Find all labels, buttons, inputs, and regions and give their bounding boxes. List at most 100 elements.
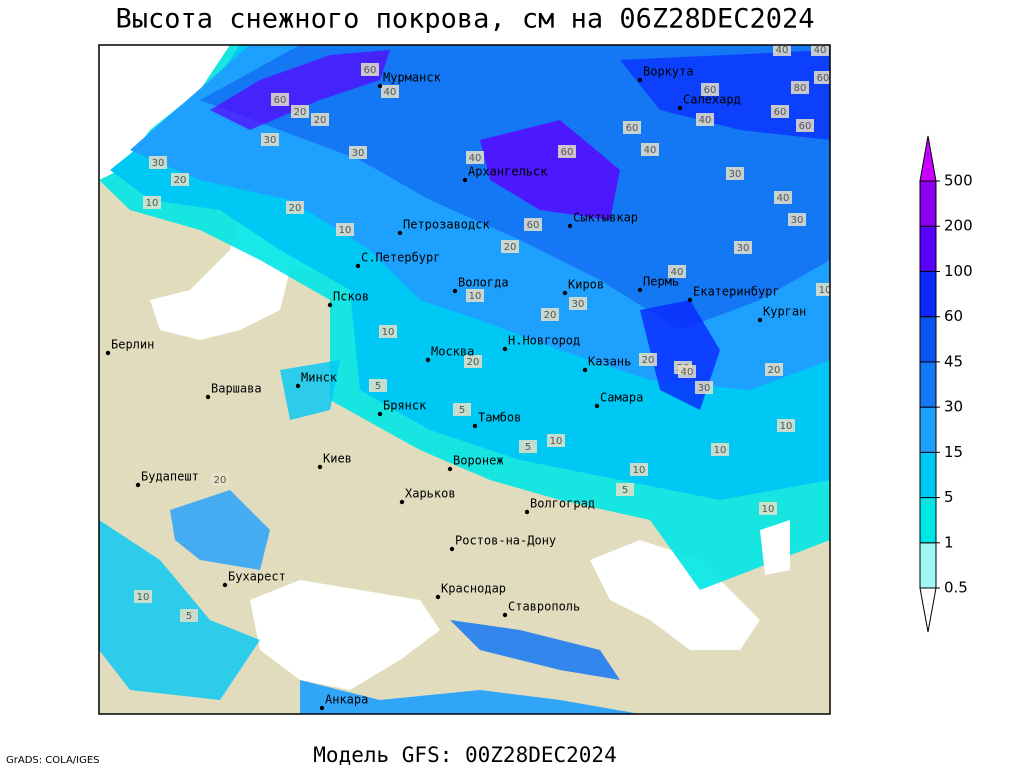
city-label: Воронеж <box>453 454 504 468</box>
sea <box>760 520 790 575</box>
city-label: Пермь <box>643 275 679 289</box>
contour-label: 5 <box>375 381 381 392</box>
contour-label: 10 <box>762 504 775 515</box>
contour-label: 60 <box>561 147 574 158</box>
contour-label: 40 <box>644 145 657 156</box>
contour-label-box <box>639 353 657 366</box>
city-dot <box>562 290 568 296</box>
contour-label: 30 <box>352 148 365 159</box>
contour-label-box <box>796 119 814 132</box>
sea <box>250 580 440 690</box>
city-label: Брянск <box>383 399 427 413</box>
contour-label: 40 <box>384 87 397 98</box>
contour-label: 10 <box>819 285 832 296</box>
contour-label-box <box>734 241 752 254</box>
city-dot <box>135 482 141 488</box>
contour-label: 30 <box>791 215 804 226</box>
contour-label: 20 <box>314 115 327 126</box>
colorbar-box <box>919 180 937 227</box>
city-dot <box>567 223 573 229</box>
city-dot <box>105 350 111 356</box>
colorbar-label: 1 <box>944 533 954 551</box>
snow <box>480 120 620 220</box>
contour-label: 60 <box>527 220 540 231</box>
colorbar-label: 15 <box>944 443 963 461</box>
contour-label-box <box>143 196 161 209</box>
contour-label: 10 <box>137 592 150 603</box>
contour-label: 40 <box>776 45 789 56</box>
city-label: Курган <box>763 305 806 319</box>
city-dot <box>502 346 508 352</box>
city-dot <box>637 287 643 293</box>
city-label: Воркута <box>643 65 694 79</box>
contour-label-box <box>524 218 542 231</box>
colorbar-box <box>919 270 937 318</box>
contour-label-box <box>381 85 399 98</box>
city-dot <box>447 466 453 472</box>
contour-label: 40 <box>681 367 694 378</box>
city-label: Н.Новгород <box>508 334 580 348</box>
city-label: Екатеринбург <box>693 285 780 299</box>
snow <box>450 620 620 680</box>
contour-label-box <box>261 133 279 146</box>
contour-label-box <box>774 191 792 204</box>
city-label: Харьков <box>405 487 456 501</box>
contour-label: 60 <box>704 85 717 96</box>
contour-label-box <box>711 443 729 456</box>
map: 40 60 40 20 60 30 30 20 10 20 30 20 10 40 60 60 40 60 60 40… <box>99 45 832 714</box>
contour-label-box <box>466 289 484 302</box>
colorbar-high <box>919 135 937 182</box>
contour-label-box <box>464 355 482 368</box>
city-label: Бухарест <box>228 570 286 584</box>
contour-label: 40 <box>671 267 684 278</box>
contour-label-box <box>678 365 696 378</box>
city-label: Анкара <box>325 693 368 707</box>
contour-label: 20 <box>544 310 557 321</box>
contour-label-box <box>501 240 519 253</box>
colorbar-label: 30 <box>944 398 963 416</box>
colorbar-box <box>919 406 937 453</box>
colorbar-box <box>919 497 937 544</box>
contour-label: 10 <box>339 225 352 236</box>
contour-label: 20 <box>504 242 517 253</box>
contour-label-box <box>788 213 806 226</box>
colorbar-box <box>919 542 937 589</box>
contour-label-box <box>759 502 777 515</box>
city-dot <box>757 317 763 323</box>
city-dot <box>377 411 383 417</box>
colorbar-box <box>919 451 937 499</box>
contour-label-box <box>773 45 791 56</box>
contour-label: 5 <box>186 611 192 622</box>
city-dot <box>399 499 405 505</box>
city-label: Москва <box>431 345 474 359</box>
city-dot <box>295 383 301 389</box>
city-dot <box>637 77 643 83</box>
contour-label: 30 <box>729 169 742 180</box>
city-label: Архангельск <box>468 165 548 179</box>
city-label: Берлин <box>111 338 154 352</box>
city-dot <box>687 297 693 303</box>
city-label: Волгоград <box>530 497 595 511</box>
contour-label-box <box>134 590 152 603</box>
snow <box>99 520 260 700</box>
contour-label-box <box>791 81 809 94</box>
colorbar-label: 45 <box>944 352 963 370</box>
contour-label: 30 <box>264 135 277 146</box>
contour-label-box <box>171 173 189 186</box>
colorbar-low <box>919 587 937 633</box>
map-frame <box>98 44 831 715</box>
contour-label: 20 <box>174 175 187 186</box>
contour-label: 60 <box>626 123 639 134</box>
map-labels: 40 60 40 20 60 30 30 20 10 20 30 20 10 40 60 60 40 60 60 40… <box>105 45 832 711</box>
contour-label-box <box>765 363 783 376</box>
colorbar-box <box>919 361 937 408</box>
city-label: Минск <box>301 371 338 385</box>
city-dot <box>205 394 211 400</box>
model-caption: Модель GFS: 00Z28DEC2024 <box>313 743 616 767</box>
contour-label: 10 <box>550 436 563 447</box>
contour-label-box <box>466 151 484 164</box>
contour-label-box <box>379 325 397 338</box>
contour-label: 40 <box>814 45 827 56</box>
contour-label: 20 <box>214 475 227 486</box>
